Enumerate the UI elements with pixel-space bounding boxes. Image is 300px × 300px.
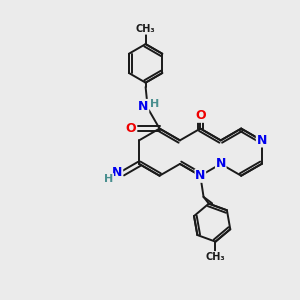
Text: N: N xyxy=(256,134,267,147)
Text: N: N xyxy=(216,158,226,170)
Text: O: O xyxy=(125,122,136,135)
Text: H: H xyxy=(104,174,113,184)
Text: CH₃: CH₃ xyxy=(136,24,155,34)
Text: O: O xyxy=(195,109,206,122)
Text: N: N xyxy=(112,166,123,179)
Text: N: N xyxy=(195,169,206,182)
Text: H: H xyxy=(149,99,159,109)
Text: N: N xyxy=(138,100,148,112)
Text: CH₃: CH₃ xyxy=(206,252,225,262)
